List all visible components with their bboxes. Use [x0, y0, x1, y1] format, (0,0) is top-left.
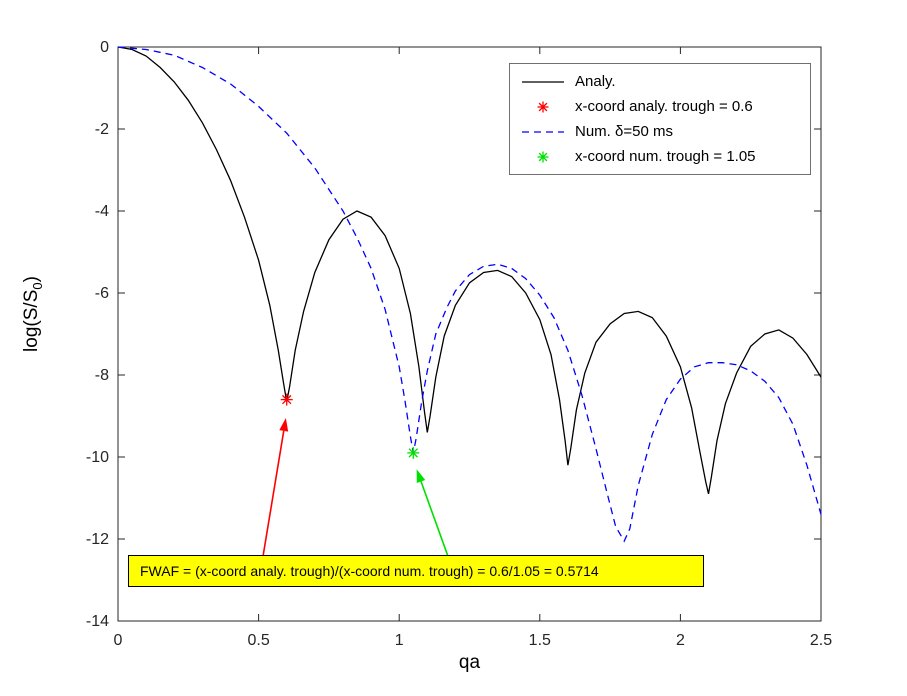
y-tick-label: 0	[100, 39, 109, 56]
y-tick-label: -6	[95, 285, 109, 302]
y-tick-label: -12	[86, 531, 109, 548]
legend-item-analytical: Analy.	[510, 69, 810, 94]
legend-sample-num-trough-marker	[537, 151, 549, 162]
legend-marker-glyph	[537, 101, 549, 112]
legend-label-analy-trough: x-coord analy. trough = 0.6	[575, 98, 753, 115]
legend-sample-analytical-line	[522, 80, 564, 83]
fwaf-annotation-text: FWAF = (x-coord analy. trough)/(x-coord …	[140, 563, 599, 579]
axes-box	[117, 46, 822, 622]
num-trough-arrow	[416, 469, 450, 558]
legend: Analy. x-coord analy. trough = 0.6 Num. …	[509, 63, 811, 175]
x-tick-label: 2	[676, 632, 685, 649]
y-tick-label: -4	[95, 203, 109, 220]
data-series	[117, 46, 822, 543]
analytical-curve	[117, 46, 822, 495]
analy-trough-arrow	[262, 418, 289, 558]
y-axis-label-suffix: )	[21, 276, 42, 283]
fwaf-annotation-box: FWAF = (x-coord analy. trough)/(x-coord …	[128, 555, 704, 587]
legend-label-numerical: Num. δ=50 ms	[575, 123, 673, 140]
annotation-arrows	[262, 418, 450, 558]
x-tick-label: 0.5	[247, 632, 269, 649]
y-axis-label: log(S/S0)	[21, 204, 47, 424]
x-axis-label: qa	[458, 652, 481, 673]
y-tick-label: -8	[95, 367, 109, 384]
x-tick-label: 0	[114, 632, 123, 649]
y-axis-label-subscript: 0	[29, 282, 45, 290]
y-axis-label-prefix: log(S/S	[21, 289, 42, 352]
analy-trough-marker	[280, 393, 293, 406]
legend-item-analy-trough: x-coord analy. trough = 0.6	[510, 94, 810, 119]
legend-sample-numerical-line	[522, 130, 564, 133]
legend-item-numerical: Num. δ=50 ms	[510, 119, 810, 144]
x-tick-label: 2.5	[810, 632, 832, 649]
x-tick-label: 1.5	[529, 632, 551, 649]
legend-sample-analy-trough-marker	[537, 101, 549, 112]
legend-item-num-trough: x-coord num. trough = 1.05	[510, 144, 810, 169]
axis-tick-labels: 0 0.5 1 1.5 2 2.5 0 -2 -4 -6 -8 -10 -12 -14	[86, 39, 832, 649]
y-tick-label: -14	[86, 613, 109, 630]
num-trough-marker	[407, 446, 420, 459]
x-tick-label: 1	[395, 632, 404, 649]
legend-label-num-trough: x-coord num. trough = 1.05	[575, 148, 756, 165]
numerical-curve	[117, 46, 822, 543]
y-tick-label: -2	[95, 121, 109, 138]
legend-marker-glyph	[537, 151, 549, 162]
legend-label-analytical: Analy.	[575, 73, 616, 90]
y-tick-label: -10	[86, 449, 109, 466]
